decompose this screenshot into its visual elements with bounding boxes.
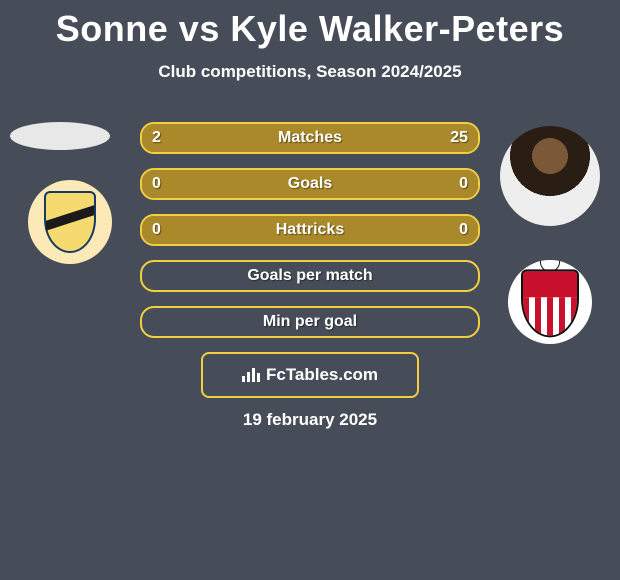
stat-row-hattricks: 0 0 Hattricks — [140, 214, 480, 246]
stat-bars: 2 25 Matches 0 0 Goals 0 0 Hattricks Goa… — [140, 122, 480, 352]
stat-label: Hattricks — [142, 216, 478, 244]
bar-chart-icon — [242, 368, 260, 382]
club-badge-right — [508, 260, 592, 344]
attribution-box: FcTables.com — [201, 352, 419, 398]
stat-row-min-per-goal: Min per goal — [140, 306, 480, 338]
attribution-text: FcTables.com — [266, 365, 378, 385]
southampton-badge-placeholder — [508, 260, 592, 344]
stat-label: Goals per match — [142, 262, 478, 290]
club-badge-left — [28, 180, 112, 264]
stat-label: Matches — [142, 124, 478, 152]
stat-row-matches: 2 25 Matches — [140, 122, 480, 154]
stat-row-goals: 0 0 Goals — [140, 168, 480, 200]
subtitle: Club competitions, Season 2024/2025 — [0, 62, 620, 82]
date-text: 19 february 2025 — [0, 410, 620, 430]
stat-label: Goals — [142, 170, 478, 198]
player-photo-right — [500, 126, 600, 226]
player-photo-left — [10, 122, 110, 150]
burnley-badge-placeholder — [28, 180, 112, 264]
stat-label: Min per goal — [142, 308, 478, 336]
comparison-infographic: Sonne vs Kyle Walker-Peters Club competi… — [0, 0, 620, 440]
page-title: Sonne vs Kyle Walker-Peters — [0, 0, 620, 50]
stat-row-goals-per-match: Goals per match — [140, 260, 480, 292]
